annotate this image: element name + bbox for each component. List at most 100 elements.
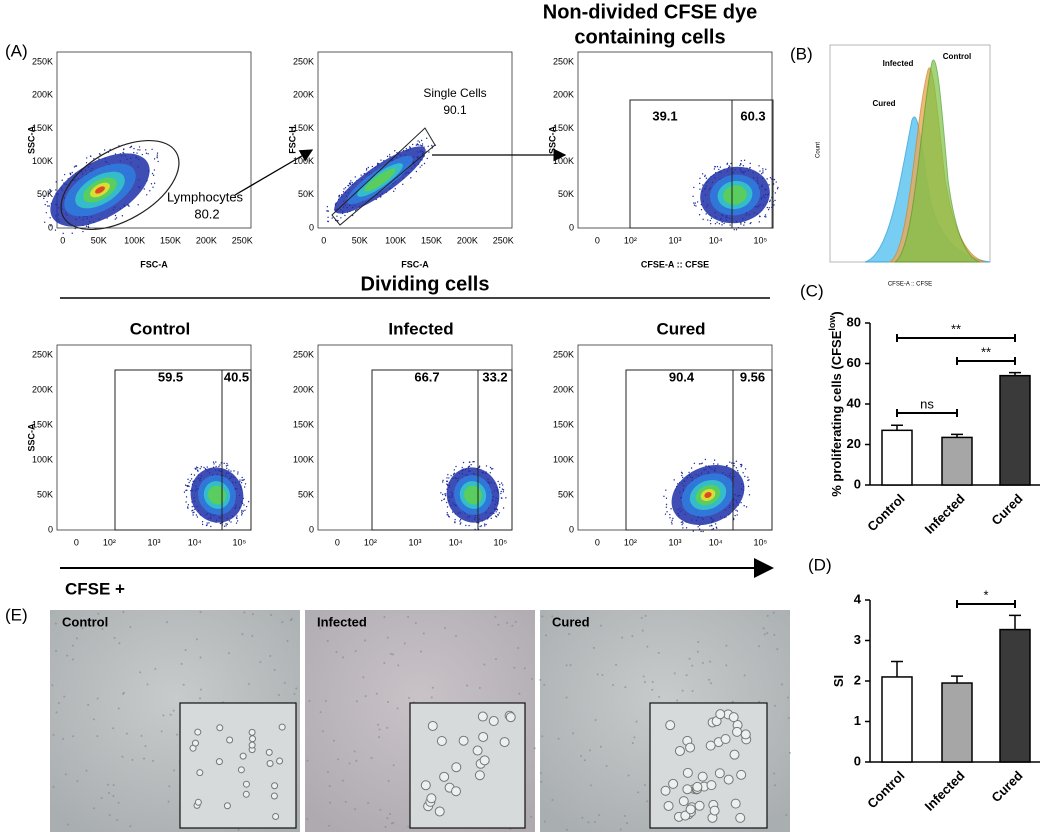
event-dot <box>712 527 715 530</box>
y-axis-label-part: ) <box>829 311 844 315</box>
cell <box>678 796 689 807</box>
y-tick-label: 200K <box>553 384 574 394</box>
cell <box>497 623 500 626</box>
error-bar <box>1009 371 1021 376</box>
event-dot <box>190 478 193 480</box>
cell <box>674 745 685 756</box>
event-dot <box>143 188 145 190</box>
event-dot <box>419 166 421 168</box>
cell <box>167 800 170 803</box>
event-dot <box>344 214 346 217</box>
cell <box>543 683 546 686</box>
event-dot <box>326 210 329 212</box>
cell <box>248 741 256 749</box>
event-dot <box>744 468 747 470</box>
cell <box>87 703 90 706</box>
event-dot <box>694 202 697 204</box>
event-dot <box>459 520 461 522</box>
event-dot <box>247 500 250 503</box>
event-dot <box>709 525 711 527</box>
cell <box>540 772 543 775</box>
cell <box>194 728 202 736</box>
event-dot <box>103 149 106 151</box>
cell <box>565 664 568 667</box>
cell <box>182 683 185 686</box>
significance-label: ns <box>920 396 934 411</box>
event-dot <box>502 489 505 491</box>
cell <box>353 750 356 753</box>
cell <box>71 658 74 661</box>
event-dot <box>448 516 450 518</box>
event-dot <box>340 217 342 219</box>
cell <box>166 621 169 624</box>
y-tick-label: 0 <box>309 222 314 232</box>
event-dot <box>479 525 481 528</box>
event-dot <box>45 211 47 214</box>
x-axis-label: FSC-A <box>401 259 429 269</box>
cell <box>243 611 246 614</box>
event-dot <box>714 523 717 525</box>
event-dot <box>736 514 738 516</box>
event-dot <box>241 512 243 515</box>
event-dot <box>185 496 188 498</box>
event-dot <box>153 158 156 160</box>
event-dot <box>402 183 404 186</box>
event-dot <box>448 477 450 479</box>
cell <box>430 696 433 699</box>
event-dot <box>698 463 701 465</box>
event-dot <box>729 224 731 226</box>
event-dot <box>241 514 243 516</box>
event-dot <box>700 208 703 211</box>
cell <box>414 621 417 624</box>
event-dot <box>758 221 760 223</box>
cell <box>237 766 245 774</box>
cell <box>763 633 766 636</box>
event-dot <box>87 225 90 228</box>
gate-value: 59.5 <box>158 369 183 384</box>
event-dot <box>496 508 498 511</box>
cell <box>248 728 256 736</box>
cell <box>344 800 347 803</box>
y-tick-label: 40 <box>847 395 861 410</box>
event-dot <box>665 503 668 506</box>
event-dot <box>444 494 447 497</box>
event-dot <box>733 465 735 467</box>
event-dot <box>499 483 501 486</box>
cell <box>162 714 165 717</box>
cell <box>523 667 526 670</box>
cell <box>710 682 713 685</box>
event-dot <box>69 172 71 174</box>
event-dot <box>114 214 117 217</box>
event-dot <box>769 177 772 179</box>
y-tick-label: 200K <box>293 90 314 100</box>
x-tick-label: 10³ <box>668 235 681 245</box>
cell <box>64 773 67 776</box>
event-dot <box>495 516 498 518</box>
cell <box>533 747 536 750</box>
event-dot <box>681 523 683 526</box>
event-dot <box>62 232 64 235</box>
event-dot <box>697 526 699 528</box>
cell-cloud <box>43 145 159 235</box>
cell <box>588 749 591 752</box>
cell <box>643 784 646 787</box>
cell <box>391 653 394 656</box>
histogram-curve <box>893 59 981 263</box>
cell <box>370 757 373 760</box>
cell <box>389 813 392 816</box>
cell <box>762 627 765 630</box>
y-tick-label: 0 <box>309 524 314 534</box>
cell <box>295 687 298 690</box>
gate-name: Lymphocytes <box>167 189 244 204</box>
cell <box>355 759 358 762</box>
cell <box>265 748 273 756</box>
event-dot <box>327 216 329 219</box>
cell <box>725 644 728 647</box>
event-dot <box>152 186 154 188</box>
cell <box>644 614 647 617</box>
event-dot <box>693 202 695 204</box>
event-dot <box>730 162 732 165</box>
gate-value: 40.5 <box>224 369 249 384</box>
cell <box>623 814 626 817</box>
event-dot <box>201 523 204 526</box>
